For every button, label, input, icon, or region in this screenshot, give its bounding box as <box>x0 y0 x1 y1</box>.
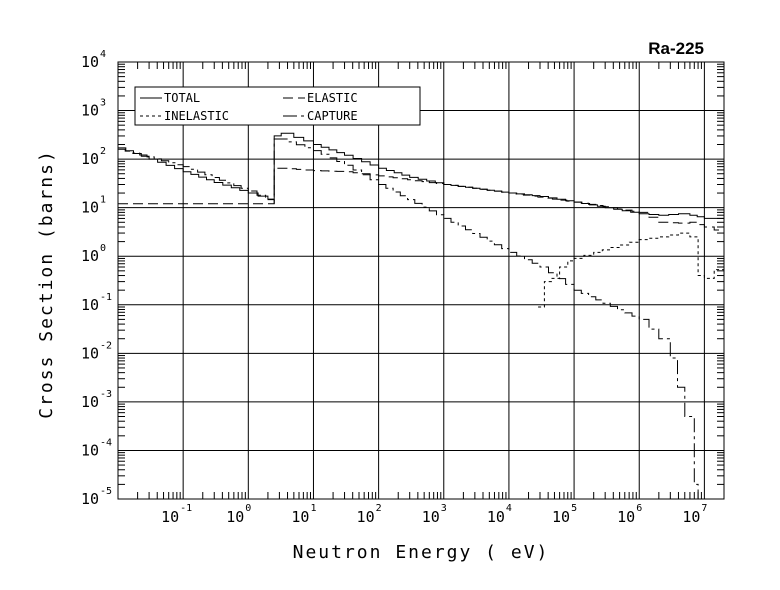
y-tick-label-6: 10 -2 <box>81 340 112 362</box>
legend: TOTAL ELASTIC INELASTIC CAPTURE <box>134 86 421 126</box>
x-tick-label-1: 10 0 <box>226 503 251 526</box>
grid <box>118 61 724 500</box>
y-tick-base: 10 <box>81 199 99 217</box>
y-tick-label-7: 10 -3 <box>81 389 112 411</box>
x-tick-base: 10 <box>682 508 700 526</box>
x-tick-label-8: 10 7 <box>682 503 707 526</box>
x-tick-exp: -1 <box>180 503 192 514</box>
x-tick-base: 10 <box>357 508 375 526</box>
series-line-capture <box>118 138 699 499</box>
legend-item-inelastic: INELASTIC <box>140 109 229 123</box>
series-line-total <box>118 132 724 219</box>
y-axis-label: Cross Section (barns) <box>36 149 57 419</box>
x-tick-exp: 2 <box>376 503 382 514</box>
y-tick-base: 10 <box>81 53 99 71</box>
x-tick-base: 10 <box>552 508 570 526</box>
legend-item-elastic: ELASTIC <box>283 91 358 105</box>
y-tick-exp: 2 <box>100 146 106 157</box>
x-tick-base: 10 <box>226 508 244 526</box>
y-tick-base: 10 <box>81 150 99 168</box>
x-tick-label-3: 10 2 <box>357 503 382 526</box>
legend-label: CAPTURE <box>307 109 358 123</box>
x-tick-exp: 1 <box>310 503 316 514</box>
legend-label: ELASTIC <box>307 91 358 105</box>
y-tick-base: 10 <box>81 490 99 508</box>
chart-title: Ra-225 <box>648 39 704 58</box>
x-tick-label-5: 10 4 <box>487 503 512 526</box>
x-tick-exp: 3 <box>441 503 447 514</box>
x-tick-exp: 5 <box>571 503 577 514</box>
y-tick-exp: -1 <box>100 292 112 303</box>
y-tick-exp: 1 <box>100 195 106 206</box>
x-tick-base: 10 <box>291 508 309 526</box>
plot-frame <box>117 61 725 500</box>
legend-label: INELASTIC <box>164 109 229 123</box>
y-tick-exp: -2 <box>100 340 112 351</box>
y-tick-label-2: 10 2 <box>81 146 106 168</box>
y-tick-exp: 0 <box>100 243 106 254</box>
y-tick-base: 10 <box>81 393 99 411</box>
y-tick-label-9: 10 -5 <box>81 486 112 508</box>
y-tick-exp: 4 <box>100 49 106 60</box>
x-axis-label: Neutron Energy ( eV) <box>293 542 550 563</box>
x-tick-base: 10 <box>617 508 635 526</box>
y-tick-label-5: 10 -1 <box>81 292 112 314</box>
y-tick-label-1: 10 3 <box>81 98 106 120</box>
x-tick-base: 10 <box>422 508 440 526</box>
y-tick-base: 10 <box>81 344 99 362</box>
x-tick-labels: 10 -1 10 0 10 1 10 2 10 3 10 4 10 5 10 6 10 7 <box>161 503 707 526</box>
x-tick-exp: 7 <box>701 503 707 514</box>
y-tick-base: 10 <box>81 441 99 459</box>
legend-box <box>134 86 421 126</box>
series-line-elastic <box>118 167 725 234</box>
series-lines <box>118 132 725 499</box>
y-tick-exp: -3 <box>100 389 112 400</box>
x-tick-exp: 6 <box>636 503 642 514</box>
x-tick-exp: 4 <box>506 503 512 514</box>
x-tick-label-6: 10 5 <box>552 503 577 526</box>
x-tick-label-4: 10 3 <box>422 503 447 526</box>
x-tick-label-7: 10 6 <box>617 503 642 526</box>
x-tick-base: 10 <box>487 508 505 526</box>
legend-item-capture: CAPTURE <box>283 109 358 123</box>
legend-item-total: TOTAL <box>140 91 200 105</box>
x-tick-label-2: 10 1 <box>291 503 316 526</box>
legend-label: TOTAL <box>164 91 200 105</box>
y-tick-label-8: 10 -4 <box>81 437 112 459</box>
y-tick-base: 10 <box>81 102 99 120</box>
y-tick-exp: 3 <box>100 98 106 109</box>
y-tick-label-4: 10 0 <box>81 243 106 265</box>
y-tick-exp: -5 <box>100 486 112 497</box>
series-line-inelastic <box>538 232 725 308</box>
x-tick-exp: 0 <box>245 503 251 514</box>
y-tick-label-3: 10 1 <box>81 195 106 217</box>
y-tick-base: 10 <box>81 296 99 314</box>
x-tick-label-0: 10 -1 <box>161 503 192 526</box>
y-tick-label-0: 10 4 <box>81 49 106 71</box>
y-tick-exp: -4 <box>100 437 112 448</box>
x-tick-base: 10 <box>161 508 179 526</box>
y-tick-base: 10 <box>81 247 99 265</box>
